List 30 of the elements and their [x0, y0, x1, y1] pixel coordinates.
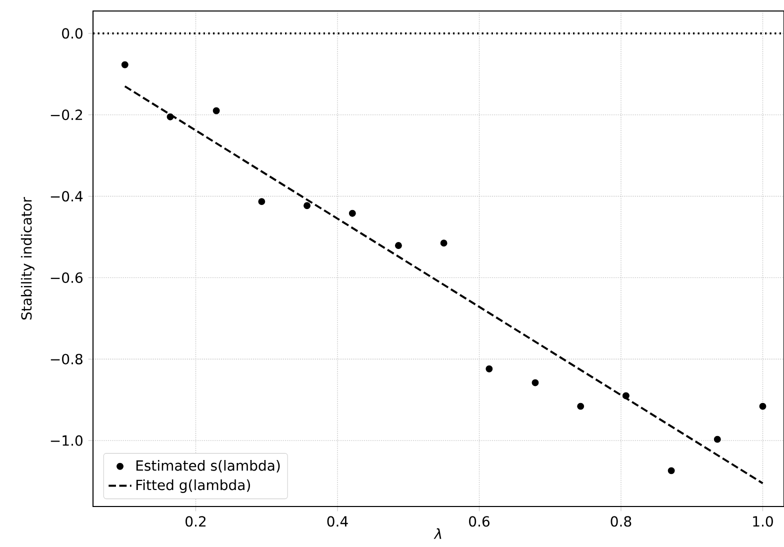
x-tick-label: 0.4: [327, 516, 348, 527]
point: [714, 436, 721, 443]
point: [577, 402, 584, 410]
point: [440, 240, 448, 247]
x-tick-label: 0.2: [186, 516, 206, 527]
point: [121, 61, 128, 68]
y-axis-title: Stability indicator: [20, 197, 34, 320]
x-axis-title: λ: [434, 528, 442, 539]
y-tick-label: −0.4: [50, 190, 83, 202]
legend-label: Fitted g(lambda): [136, 479, 250, 493]
y-tick-label: −0.8: [50, 354, 82, 364]
point: [348, 210, 356, 217]
point: [532, 379, 539, 386]
point: [668, 467, 675, 474]
x-tick-label: 0.8: [610, 516, 632, 527]
point: [759, 402, 766, 410]
y-tick-label: −0.2: [50, 110, 82, 120]
y-tick-label: 0.0: [62, 28, 82, 39]
x-tick-label: 0.6: [469, 516, 490, 527]
legend-label: Estimated s(lambda): [136, 460, 280, 472]
point: [166, 113, 174, 120]
point: [486, 365, 493, 372]
point: [258, 198, 266, 206]
y-tick-label: −0.6: [50, 272, 83, 283]
y-tick-label: −1.0: [50, 435, 82, 446]
point: [304, 202, 311, 210]
point: [622, 392, 630, 400]
point: [212, 107, 220, 114]
point: [394, 242, 402, 249]
x-tick-label: 1.0: [753, 516, 773, 527]
